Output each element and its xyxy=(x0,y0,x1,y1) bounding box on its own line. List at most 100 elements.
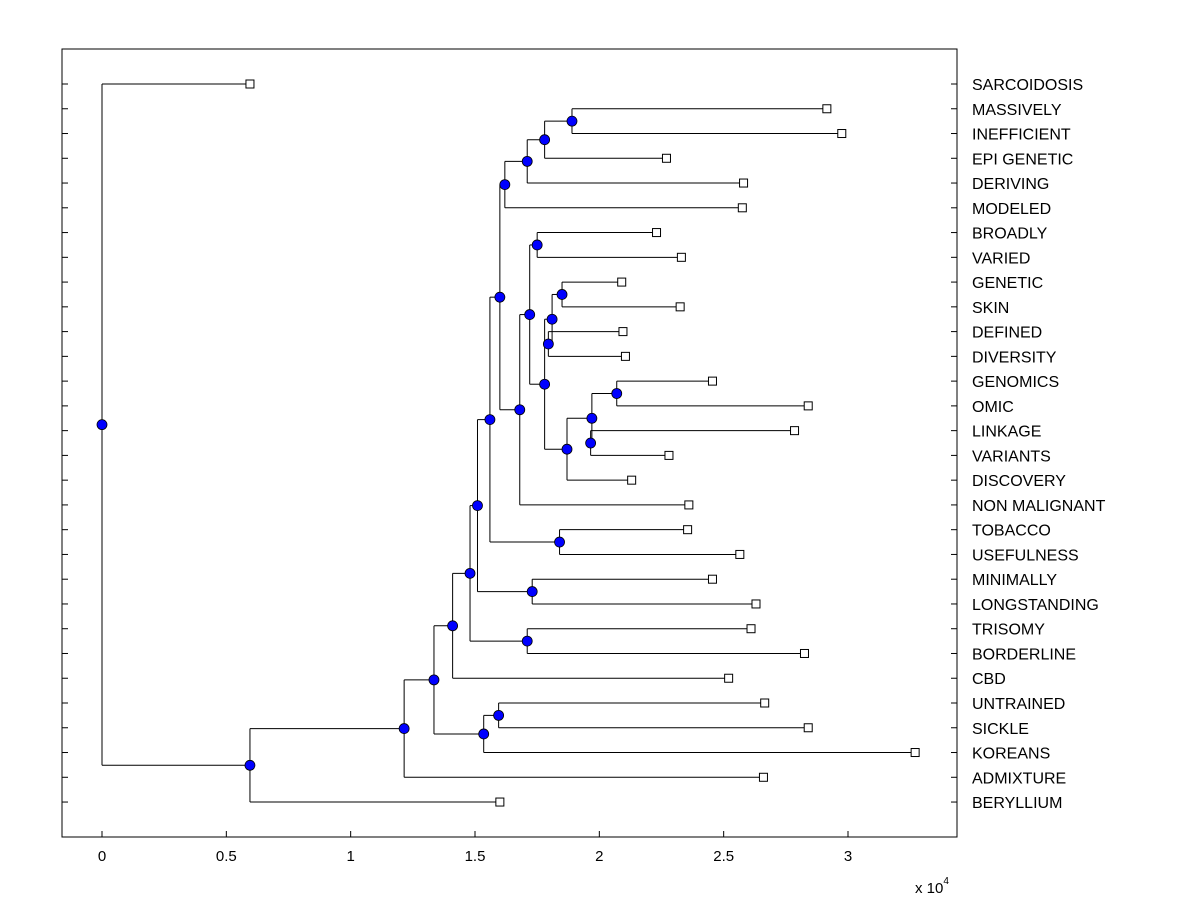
leaf-markers xyxy=(245,79,920,807)
leaf-marker xyxy=(724,673,734,683)
node-marker xyxy=(585,437,597,449)
leaf-label: LONGSTANDING xyxy=(972,597,1099,614)
leaf-marker xyxy=(707,376,717,386)
node-marker xyxy=(96,419,108,431)
node-marker xyxy=(398,723,410,734)
axis-multiplier-base: x 10 xyxy=(915,880,943,897)
node-marker xyxy=(539,378,551,390)
node-marker xyxy=(484,414,496,426)
plot-frame xyxy=(61,48,958,838)
leaf-label: BERYLLIUM xyxy=(972,795,1062,812)
node-marker xyxy=(428,674,440,686)
leaf-label: EPI GENETIC xyxy=(972,151,1073,168)
node-marker xyxy=(556,289,568,300)
leaf-label: MODELED xyxy=(972,201,1051,218)
leaf-label: BORDERLINE xyxy=(972,646,1076,663)
leaf-marker xyxy=(751,599,761,609)
node-marker xyxy=(531,239,543,251)
node-marker xyxy=(478,728,490,740)
leaf-marker xyxy=(735,549,745,559)
node-marker xyxy=(514,404,526,416)
leaf-label: TRISOMY xyxy=(972,622,1045,639)
leaf-marker xyxy=(684,500,694,510)
leaf-label: SKIN xyxy=(972,300,1009,317)
leaf-marker xyxy=(822,104,832,114)
node-marker xyxy=(554,536,565,548)
leaf-marker xyxy=(675,302,685,312)
node-marker xyxy=(611,388,623,399)
leaf-label: UNTRAINED xyxy=(972,696,1065,713)
leaf-label: DIVERSITY xyxy=(972,349,1057,366)
node-marker xyxy=(464,567,476,579)
x-tick-label: 2 xyxy=(595,848,603,865)
x-tick-labels: 0 0.5 1 1.5 2 2.5 3 xyxy=(98,848,852,865)
leaf-marker xyxy=(652,228,662,238)
leaf-marker xyxy=(799,648,809,658)
leaf-label: DISCOVERY xyxy=(972,473,1066,490)
leaf-marker xyxy=(620,351,630,361)
leaf-label: TOBACCO xyxy=(972,523,1051,540)
right-tick-marks xyxy=(951,83,957,803)
leaf-marker xyxy=(618,327,628,337)
x-tick-label: 2.5 xyxy=(713,848,734,865)
leaf-label: MASSIVELY xyxy=(972,102,1062,119)
node-marker xyxy=(499,179,511,190)
leaf-marker xyxy=(790,426,800,436)
node-marker xyxy=(244,759,256,771)
leaf-label: GENOMICS xyxy=(972,374,1059,391)
leaf-marker xyxy=(910,748,920,758)
leaf-marker xyxy=(760,698,770,708)
node-marker xyxy=(561,443,573,455)
node-marker xyxy=(521,635,533,647)
leaf-label: VARIED xyxy=(972,250,1030,267)
leaf-marker xyxy=(676,252,686,262)
axis-multiplier-exponent: 4 xyxy=(943,876,949,887)
leaf-marker xyxy=(627,475,637,485)
leaf-marker xyxy=(739,178,749,188)
leaf-label: DEFINED xyxy=(972,325,1042,342)
node-marker xyxy=(472,500,483,511)
leaf-label: ADMIXTURE xyxy=(972,770,1066,787)
leaf-label: LINKAGE xyxy=(972,424,1041,441)
leaf-label: SICKLE xyxy=(972,721,1029,738)
x-tick-label: 1 xyxy=(346,848,354,865)
leaf-marker xyxy=(664,450,674,460)
leaf-marker xyxy=(737,203,747,213)
node-markers xyxy=(96,115,623,771)
leaf-label: GENETIC xyxy=(972,275,1043,292)
leaf-label: MINIMALLY xyxy=(972,572,1057,589)
leaf-marker xyxy=(617,277,627,287)
node-marker xyxy=(526,586,538,597)
x-tick-label: 3 xyxy=(844,848,852,865)
leaf-label: VARIANTS xyxy=(972,448,1051,465)
x-tick-label: 1.5 xyxy=(465,848,486,865)
leaf-marker xyxy=(837,129,847,139)
leaf-marker xyxy=(758,772,768,782)
leaf-marker xyxy=(746,624,756,634)
x-tick-label: 0.5 xyxy=(216,848,237,865)
node-marker xyxy=(542,338,554,350)
leaf-marker xyxy=(803,723,813,733)
node-marker xyxy=(546,313,558,325)
node-marker xyxy=(539,134,551,146)
leaf-marker xyxy=(707,574,717,584)
leaf-labels: SARCOIDOSIS MASSIVELY INEFFICIENT EPI GENET… xyxy=(972,77,1106,812)
bottom-tick-marks xyxy=(101,831,849,837)
node-marker xyxy=(566,115,578,127)
node-marker xyxy=(524,309,536,320)
leaf-label: SARCOIDOSIS xyxy=(972,77,1083,94)
leaf-marker xyxy=(803,401,813,411)
x-tick-label: 0 xyxy=(98,848,106,865)
node-marker xyxy=(494,291,506,303)
left-tick-marks xyxy=(62,83,68,803)
axis-multiplier: x 104 xyxy=(915,876,949,897)
leaf-marker xyxy=(661,153,671,163)
node-marker xyxy=(447,620,459,632)
leaf-label: BROADLY xyxy=(972,226,1048,243)
leaf-marker xyxy=(495,797,505,807)
leaf-marker xyxy=(245,79,255,89)
leaf-label: INEFFICIENT xyxy=(972,127,1071,144)
node-marker xyxy=(586,412,598,424)
node-marker xyxy=(521,155,533,167)
